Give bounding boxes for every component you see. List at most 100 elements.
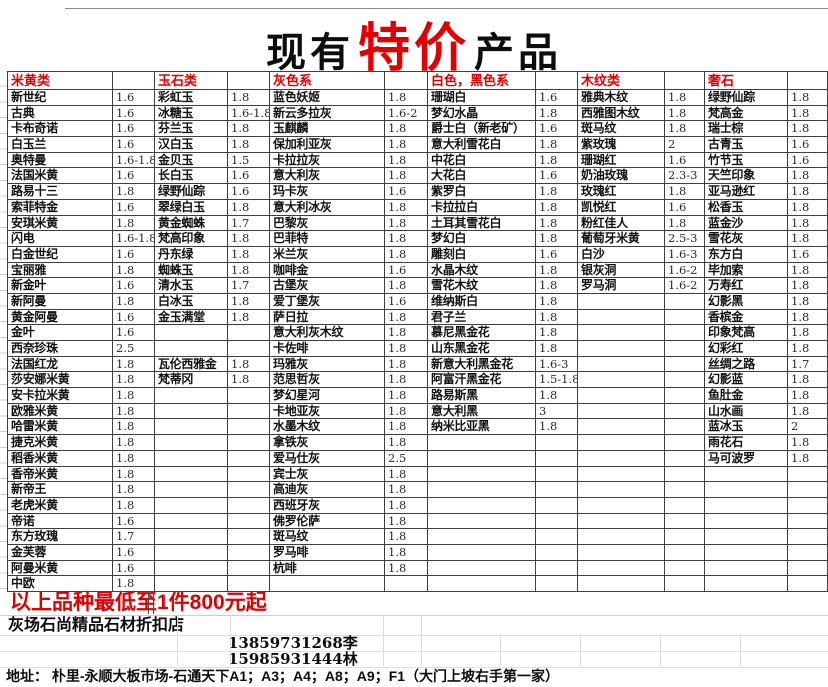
price-cell: 1.8: [536, 278, 578, 294]
product-name-cell: 珊瑚红: [578, 152, 665, 169]
price-cell: 1.8: [665, 105, 705, 122]
price-cell: 1.8: [385, 529, 428, 545]
price-cell: 1.6: [536, 168, 578, 185]
product-name-cell: 西班牙灰: [270, 497, 385, 514]
product-name-cell: 白沙: [578, 246, 665, 263]
price-cell: 1.6: [113, 199, 155, 216]
price-cell: 1.6: [228, 184, 270, 200]
product-name-cell: 米兰灰: [270, 246, 385, 263]
product-name-cell: 纳米比亚黑: [428, 419, 536, 436]
price-cell: [665, 309, 705, 326]
column-header-price: [665, 72, 705, 90]
product-name-cell: 蓝金沙: [705, 215, 788, 232]
product-name-cell: 杭啡: [270, 560, 385, 577]
product-name-cell: 东方白: [705, 246, 788, 263]
product-name-cell: [155, 341, 228, 357]
product-name-cell: 玫瑰红: [578, 184, 665, 200]
product-name-cell: [578, 482, 665, 498]
product-name-cell: 新阿曼: [8, 293, 113, 310]
price-cell: [788, 497, 828, 514]
product-name-cell: [578, 356, 665, 373]
product-name-cell: [578, 497, 665, 514]
gridline: [500, 636, 501, 666]
product-name-cell: [155, 576, 228, 592]
price-cell: 1.8: [788, 199, 828, 216]
product-name-cell: [428, 466, 536, 483]
product-name-cell: 古青玉: [705, 137, 788, 153]
price-cell: 1.6: [228, 168, 270, 185]
product-name-cell: [578, 325, 665, 341]
phone-row: 13859731268李: [0, 636, 828, 652]
product-name-cell: 新金叶: [8, 278, 113, 294]
price-cell: [228, 435, 270, 451]
price-cell: 2.5-3: [665, 231, 705, 247]
price-cell: 1.8: [536, 325, 578, 341]
gridline: [421, 616, 422, 666]
price-cell: 1.6: [113, 168, 155, 185]
price-cell: [536, 513, 578, 530]
product-name-cell: 雕刻白: [428, 246, 536, 263]
price-cell: 1.6-1.8: [113, 152, 155, 169]
column-header: 奢石: [705, 72, 788, 90]
product-name-cell: [705, 544, 788, 561]
product-name-cell: 爱马仕灰: [270, 450, 385, 467]
price-cell: 2: [665, 137, 705, 153]
price-cell: 1.6: [113, 278, 155, 294]
product-name-cell: 丹东绿: [155, 246, 228, 263]
product-name-cell: 新帝王: [8, 482, 113, 498]
product-name-cell: [428, 576, 536, 592]
product-name-cell: 新世纪: [8, 90, 113, 106]
product-name-cell: [705, 497, 788, 514]
price-cell: 1.7: [788, 356, 828, 373]
product-name-cell: [270, 576, 385, 592]
product-name-cell: 香帝米黄: [8, 466, 113, 483]
price-cell: 1.8: [113, 388, 155, 404]
price-cell: 1.8: [788, 403, 828, 420]
product-name-cell: 中花白: [428, 152, 536, 169]
product-name-cell: [578, 435, 665, 451]
price-cell: 1.6: [113, 560, 155, 577]
product-name-cell: 绿野仙踪: [705, 90, 788, 106]
product-name-cell: 雨花石: [705, 435, 788, 451]
price-cell: 1.8: [385, 356, 428, 373]
product-name-cell: 宝丽雅: [8, 262, 113, 279]
product-name-cell: 古典: [8, 105, 113, 122]
product-name-cell: 鱼肚金: [705, 388, 788, 404]
price-cell: 1.8: [665, 90, 705, 106]
product-name-cell: 幻影黑: [705, 293, 788, 310]
product-name-cell: 法国红龙: [8, 356, 113, 373]
product-name-cell: 冰糖玉: [155, 105, 228, 122]
product-name-cell: 金芙蓉: [8, 544, 113, 561]
price-cell: [665, 293, 705, 310]
product-name-cell: 高迪灰: [270, 482, 385, 498]
price-cell: 1.6: [788, 152, 828, 169]
product-name-cell: [578, 403, 665, 420]
price-cell: 1.8: [228, 121, 270, 138]
product-name-cell: [705, 576, 788, 592]
product-name-cell: [705, 513, 788, 530]
product-name-cell: [428, 435, 536, 451]
price-cell: [665, 356, 705, 373]
price-cell: 1.8: [113, 372, 155, 389]
product-name-cell: 西雅图木纹: [578, 105, 665, 122]
column-header-price: [385, 72, 428, 90]
product-name-cell: 卡拉拉白: [428, 199, 536, 216]
product-name-cell: 雅典木纹: [578, 90, 665, 106]
price-cell: [536, 576, 578, 592]
product-name-cell: [578, 529, 665, 545]
product-name-cell: 巴菲特: [270, 231, 385, 247]
column-header: 灰色系: [270, 72, 385, 90]
product-name-cell: [705, 466, 788, 483]
promo-banner: 以上品种最低至1件800元起: [0, 591, 828, 616]
price-cell: 1.6: [536, 246, 578, 263]
price-cell: 1.8: [385, 497, 428, 514]
price-cell: [788, 482, 828, 498]
product-name-cell: 阿富汗黑金花: [428, 372, 536, 389]
price-cell: 1.8: [788, 231, 828, 247]
product-name-cell: [428, 497, 536, 514]
product-name-cell: 天竺印象: [705, 168, 788, 185]
price-cell: 1.8: [536, 184, 578, 200]
product-name-cell: 金贝玉: [155, 152, 228, 169]
product-name-cell: 玛雅灰: [270, 356, 385, 373]
product-name-cell: 印象梵高: [705, 325, 788, 341]
